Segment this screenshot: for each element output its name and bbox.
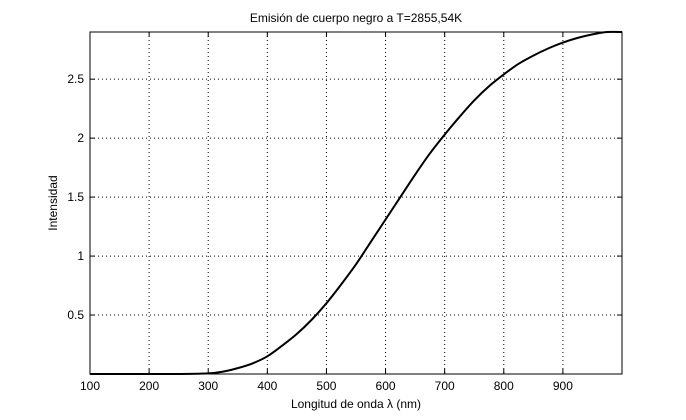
y-tick-label: 2.5 — [67, 72, 84, 86]
chart-title: Emisión de cuerpo negro a T=2855,54K — [250, 11, 462, 25]
x-tick-label: 200 — [139, 379, 159, 393]
plot-background — [90, 32, 622, 374]
x-tick-label: 600 — [376, 379, 396, 393]
y-tick-label: 1 — [77, 249, 84, 263]
grid — [90, 32, 622, 374]
y-axis-label: Intensidad — [46, 175, 60, 230]
x-tick-label: 800 — [494, 379, 514, 393]
plot-frame — [89, 31, 623, 375]
x-tick-label: 900 — [553, 379, 573, 393]
x-tick-label: 100 — [80, 379, 100, 393]
x-tick-label: 500 — [316, 379, 336, 393]
series-line — [89, 30, 623, 376]
x-tick-label: 300 — [198, 379, 218, 393]
x-tick-label: 700 — [435, 379, 455, 393]
x-tick-label: 400 — [257, 379, 277, 393]
y-tick-label: 0.5 — [67, 308, 84, 322]
y-tick-label: 2 — [77, 131, 84, 145]
series-group — [89, 30, 623, 376]
y-tick-label: 1.5 — [67, 190, 84, 204]
ticks-group: 100 200 300 400 500 600 700 800 900 0.5 1 1.5 2 2.5 — [67, 32, 622, 393]
x-axis-label: Longitud de onda λ (nm) — [291, 397, 421, 411]
